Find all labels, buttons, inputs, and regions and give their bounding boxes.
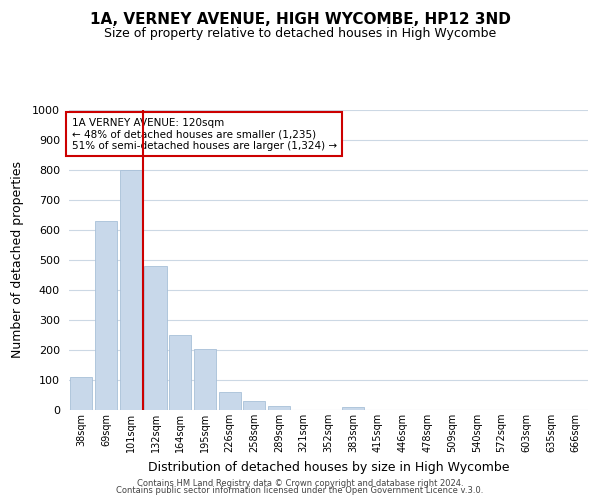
- Bar: [243, 401, 265, 410]
- Text: Size of property relative to detached houses in High Wycombe: Size of property relative to detached ho…: [104, 28, 496, 40]
- Y-axis label: Number of detached properties: Number of detached properties: [11, 162, 23, 358]
- Bar: [169, 335, 191, 410]
- Text: 1A VERNEY AVENUE: 120sqm
← 48% of detached houses are smaller (1,235)
51% of sem: 1A VERNEY AVENUE: 120sqm ← 48% of detach…: [71, 118, 337, 150]
- Bar: [119, 170, 142, 410]
- Bar: [70, 377, 92, 410]
- Bar: [268, 406, 290, 410]
- X-axis label: Distribution of detached houses by size in High Wycombe: Distribution of detached houses by size …: [148, 460, 509, 473]
- Text: Contains public sector information licensed under the Open Government Licence v.: Contains public sector information licen…: [116, 486, 484, 495]
- Text: Contains HM Land Registry data © Crown copyright and database right 2024.: Contains HM Land Registry data © Crown c…: [137, 478, 463, 488]
- Bar: [218, 392, 241, 410]
- Bar: [194, 348, 216, 410]
- Bar: [342, 407, 364, 410]
- Text: 1A, VERNEY AVENUE, HIGH WYCOMBE, HP12 3ND: 1A, VERNEY AVENUE, HIGH WYCOMBE, HP12 3N…: [89, 12, 511, 28]
- Bar: [145, 266, 167, 410]
- Bar: [95, 221, 117, 410]
